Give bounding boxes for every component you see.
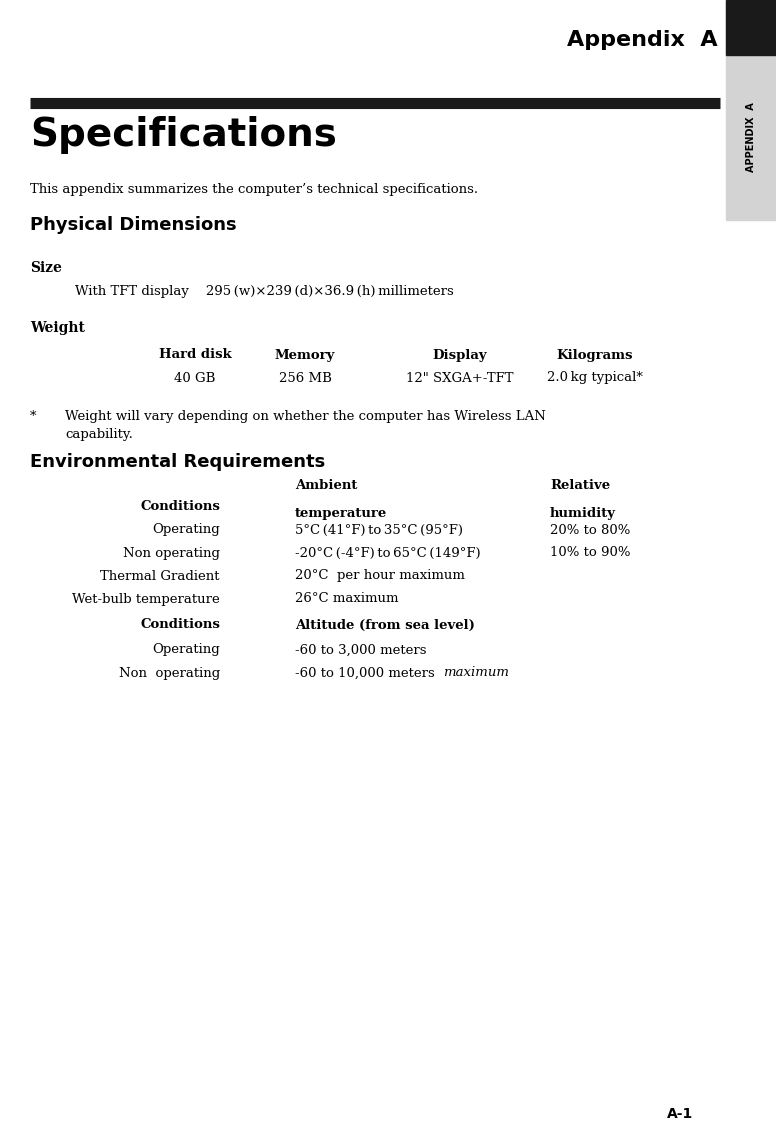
Text: Altitude (from sea level): Altitude (from sea level) bbox=[295, 618, 475, 632]
Text: Weight will vary depending on whether the computer has Wireless LAN: Weight will vary depending on whether th… bbox=[65, 410, 546, 423]
Text: -60 to 10,000 meters: -60 to 10,000 meters bbox=[295, 667, 438, 679]
Text: APPENDIX  A: APPENDIX A bbox=[746, 102, 756, 173]
Text: With TFT display    295 (w)×239 (d)×36.9 (h) millimeters: With TFT display 295 (w)×239 (d)×36.9 (h… bbox=[75, 284, 454, 298]
Text: 2.0 kg typical*: 2.0 kg typical* bbox=[547, 371, 643, 384]
Text: Size: Size bbox=[30, 261, 62, 275]
Text: 40 GB: 40 GB bbox=[175, 371, 216, 384]
Text: This appendix summarizes the computer’s technical specifications.: This appendix summarizes the computer’s … bbox=[30, 184, 478, 197]
Text: temperature: temperature bbox=[295, 507, 387, 520]
Text: humidity: humidity bbox=[550, 507, 616, 520]
Text: Operating: Operating bbox=[152, 524, 220, 536]
Text: Appendix  A: Appendix A bbox=[567, 30, 718, 50]
Text: Environmental Requirements: Environmental Requirements bbox=[30, 453, 325, 471]
Text: -60 to 3,000 meters: -60 to 3,000 meters bbox=[295, 643, 427, 657]
Text: 12" SXGA+-TFT: 12" SXGA+-TFT bbox=[407, 371, 514, 384]
Bar bbox=[726, 0, 776, 55]
Text: -20°C (-4°F) to 65°C (149°F): -20°C (-4°F) to 65°C (149°F) bbox=[295, 546, 480, 560]
Text: A-1: A-1 bbox=[667, 1106, 693, 1121]
Text: 20°C  per hour maximum: 20°C per hour maximum bbox=[295, 569, 465, 583]
Text: capability.: capability. bbox=[65, 428, 133, 441]
Text: Operating: Operating bbox=[152, 643, 220, 657]
Text: Thermal Gradient: Thermal Gradient bbox=[101, 569, 220, 583]
Text: Conditions: Conditions bbox=[140, 501, 220, 513]
Text: 20% to 80%: 20% to 80% bbox=[550, 524, 630, 536]
Text: Non  operating: Non operating bbox=[119, 667, 220, 679]
Text: maximum: maximum bbox=[443, 667, 509, 679]
Text: 26°C maximum: 26°C maximum bbox=[295, 593, 399, 605]
Text: Hard disk: Hard disk bbox=[158, 349, 231, 361]
Text: Specifications: Specifications bbox=[30, 116, 337, 154]
Bar bbox=[726, 0, 776, 220]
Text: 10% to 90%: 10% to 90% bbox=[550, 546, 630, 560]
Text: Conditions: Conditions bbox=[140, 618, 220, 632]
Text: Wet-bulb temperature: Wet-bulb temperature bbox=[72, 593, 220, 605]
Text: Memory: Memory bbox=[275, 349, 335, 361]
Text: Weight: Weight bbox=[30, 321, 85, 335]
Text: Ambient: Ambient bbox=[295, 479, 358, 492]
Text: Display: Display bbox=[433, 349, 487, 361]
Text: Physical Dimensions: Physical Dimensions bbox=[30, 216, 237, 234]
Text: 5°C (41°F) to 35°C (95°F): 5°C (41°F) to 35°C (95°F) bbox=[295, 524, 463, 536]
Text: *: * bbox=[30, 410, 36, 423]
Text: Kilograms: Kilograms bbox=[556, 349, 633, 361]
Text: Relative: Relative bbox=[550, 479, 610, 492]
Text: 256 MB: 256 MB bbox=[279, 371, 331, 384]
Text: Non operating: Non operating bbox=[123, 546, 220, 560]
